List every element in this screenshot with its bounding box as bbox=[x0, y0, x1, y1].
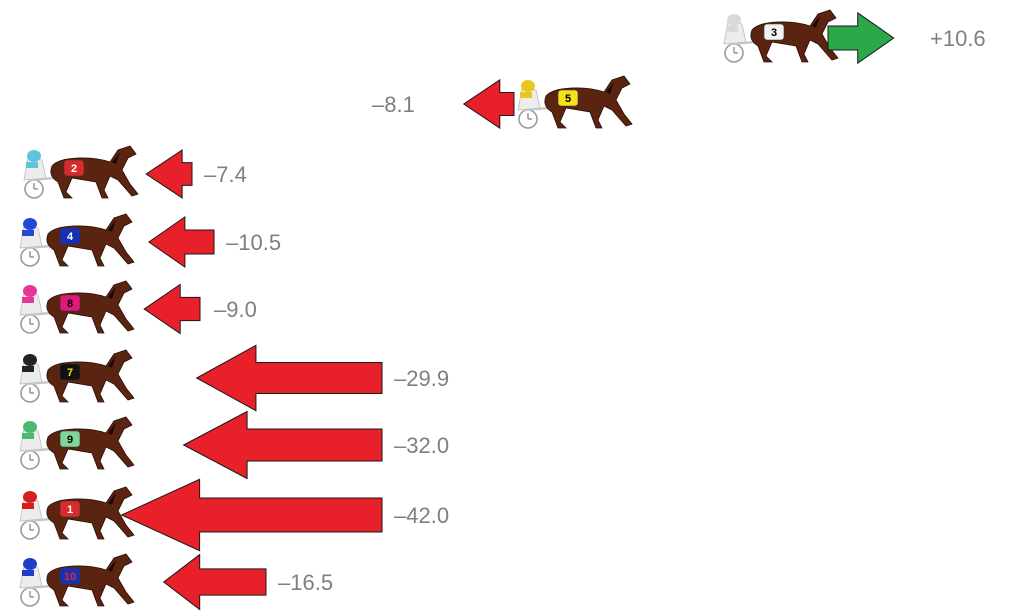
horse-mane bbox=[606, 82, 614, 94]
driver-colors bbox=[22, 366, 34, 372]
horse-mane bbox=[108, 560, 116, 572]
horse-mane bbox=[108, 423, 116, 435]
bib-number: 3 bbox=[771, 27, 777, 39]
change-value: –10.5 bbox=[226, 230, 281, 255]
bib-number: 9 bbox=[67, 434, 73, 446]
entry-row-8: 8 –9.0 bbox=[19, 280, 257, 335]
change-value: –16.5 bbox=[278, 570, 333, 595]
saddle-cloth bbox=[59, 363, 81, 381]
saddle-cloth bbox=[557, 89, 579, 107]
driver-colors bbox=[726, 26, 738, 32]
change-value: –32.0 bbox=[394, 433, 449, 458]
horse-mane bbox=[112, 152, 120, 164]
horse-mane bbox=[108, 493, 116, 505]
horse-mane bbox=[108, 287, 116, 299]
driver-colors bbox=[22, 570, 34, 576]
bib-number: 2 bbox=[71, 163, 77, 175]
loss-arrow bbox=[145, 149, 193, 199]
entry-row-2: 2 –7.4 bbox=[23, 145, 247, 199]
saddle-cloth bbox=[63, 159, 85, 177]
entry-row-3: 3 +10.6 bbox=[723, 9, 986, 65]
driver-helmet bbox=[23, 558, 37, 570]
bib-number: 7 bbox=[67, 367, 73, 379]
driver-helmet bbox=[23, 491, 37, 503]
loss-arrow bbox=[195, 344, 383, 412]
entry-row-5: 5 –8.1 bbox=[372, 75, 633, 130]
horse-mane bbox=[108, 356, 116, 368]
driver-colors bbox=[22, 230, 34, 236]
saddle-cloth bbox=[59, 500, 81, 518]
bib-number: 8 bbox=[67, 298, 73, 310]
entry-row-4: 4 –10.5 bbox=[19, 213, 281, 269]
loss-arrow bbox=[162, 553, 267, 611]
saddle-cloth bbox=[59, 294, 81, 312]
saddle-cloth bbox=[59, 430, 81, 448]
loss-arrow bbox=[462, 78, 515, 130]
driver-colors bbox=[22, 297, 34, 303]
driver-colors bbox=[22, 503, 34, 509]
change-value: –8.1 bbox=[372, 92, 415, 117]
driver-helmet bbox=[23, 285, 37, 297]
saddle-cloth bbox=[59, 227, 81, 245]
driver-helmet bbox=[23, 354, 37, 366]
bib-number: 10 bbox=[64, 571, 76, 583]
driver-colors bbox=[26, 162, 38, 168]
driver-helmet bbox=[521, 80, 535, 92]
loss-arrow bbox=[143, 283, 201, 335]
horse-mane bbox=[812, 16, 820, 28]
gain-arrow bbox=[827, 11, 895, 65]
change-value: –9.0 bbox=[214, 297, 257, 322]
driver-colors bbox=[22, 433, 34, 439]
driver-helmet bbox=[23, 421, 37, 433]
saddle-cloth bbox=[59, 567, 81, 585]
entry-row-10: 10 –16.5 bbox=[19, 553, 333, 611]
change-value: +10.6 bbox=[930, 26, 986, 51]
saddle-cloth bbox=[763, 23, 785, 41]
driver-helmet bbox=[727, 14, 741, 26]
entry-row-9: 9 –32.0 bbox=[19, 410, 449, 480]
bib-number: 5 bbox=[565, 93, 571, 105]
bib-number: 1 bbox=[67, 504, 73, 516]
driver-colors bbox=[520, 92, 532, 98]
loss-arrow bbox=[148, 215, 215, 269]
loss-arrow bbox=[120, 478, 383, 552]
bib-number: 4 bbox=[67, 231, 74, 243]
entry-row-7: 7 –29.9 bbox=[19, 344, 449, 412]
change-value: –7.4 bbox=[204, 162, 247, 187]
driver-helmet bbox=[27, 150, 41, 162]
loss-arrow bbox=[182, 410, 383, 480]
driver-helmet bbox=[23, 218, 37, 230]
change-value: –29.9 bbox=[394, 366, 449, 391]
entry-row-1: 1 –42.0 bbox=[19, 478, 449, 552]
horse-mane bbox=[108, 220, 116, 232]
change-value: –42.0 bbox=[394, 503, 449, 528]
